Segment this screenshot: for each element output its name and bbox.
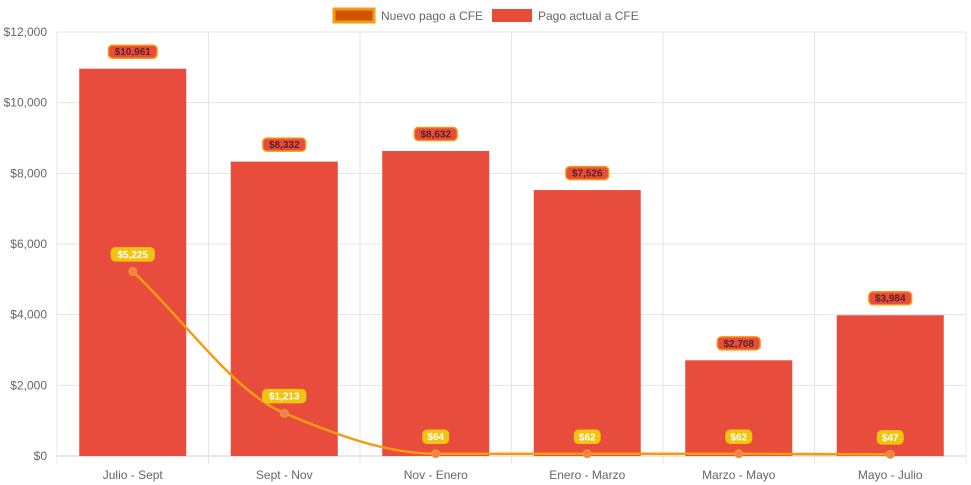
legend-label-pago-actual[interactable]: Pago actual a CFE bbox=[538, 9, 639, 23]
bar-value-label: $10,961 bbox=[115, 47, 152, 58]
line-point[interactable] bbox=[128, 266, 138, 276]
line-value-label: $5,225 bbox=[117, 250, 148, 261]
line-point[interactable] bbox=[431, 449, 441, 459]
bar-value-label-bg bbox=[413, 126, 458, 142]
bar-value-label-bg bbox=[262, 137, 307, 152]
legend: Nuevo pago a CFE Pago actual a CFE bbox=[332, 7, 639, 24]
grid bbox=[56, 31, 967, 464]
x-tick-label: Marzo - Mayo bbox=[702, 468, 776, 482]
bar-value-label: $8,632 bbox=[420, 130, 451, 141]
line-value-label-bg bbox=[725, 429, 753, 445]
bar[interactable] bbox=[230, 161, 338, 456]
bar-value-label-bg bbox=[565, 165, 610, 181]
bar[interactable] bbox=[79, 68, 187, 456]
line-value-label-bg bbox=[573, 429, 601, 445]
line-series bbox=[128, 266, 895, 459]
y-tick-label: $4,000 bbox=[10, 308, 47, 322]
line-value-label: $47 bbox=[882, 433, 899, 444]
data-labels: $10,961 $8,332 $8,632 $7,526 $2,708 $3,984 $5,… bbox=[107, 44, 913, 445]
line-point[interactable] bbox=[734, 449, 744, 459]
bar-value-label-bg bbox=[868, 290, 913, 306]
line-value-label-bg bbox=[110, 247, 155, 262]
legend-swatch-nuevo-pago[interactable] bbox=[332, 7, 376, 24]
x-tick-label: Mayo - Julio bbox=[858, 468, 923, 482]
line-point[interactable] bbox=[279, 408, 289, 418]
line-value-label: $62 bbox=[730, 432, 747, 443]
line-value-label-bg bbox=[422, 429, 450, 444]
y-tick-label: $6,000 bbox=[10, 237, 47, 251]
line-value-label-bg bbox=[876, 430, 904, 445]
bar-value-label-bg bbox=[716, 336, 761, 351]
line-value-label: $62 bbox=[579, 432, 596, 443]
bar-value-label-bg bbox=[107, 44, 158, 59]
x-tick-label: Nov - Enero bbox=[404, 468, 468, 482]
line-value-label: $1,213 bbox=[269, 392, 300, 403]
line-value-label-bg bbox=[262, 388, 307, 404]
bar-series bbox=[79, 68, 944, 456]
line-value-label: $64 bbox=[427, 432, 444, 443]
line-point[interactable] bbox=[582, 449, 592, 459]
legend-swatch-pago-actual[interactable] bbox=[492, 9, 532, 22]
y-tick-label: $2,000 bbox=[10, 378, 47, 392]
y-tick-label: $12,000 bbox=[4, 25, 48, 39]
x-tick-label: Enero - Marzo bbox=[549, 468, 625, 482]
bar-value-label: $3,984 bbox=[875, 294, 906, 305]
line-point[interactable] bbox=[885, 449, 895, 459]
x-tick-label: Sept - Nov bbox=[256, 468, 313, 482]
bar-value-label: $7,526 bbox=[572, 169, 603, 180]
y-tick-label: $0 bbox=[34, 449, 48, 463]
bar-value-label: $8,332 bbox=[269, 140, 300, 151]
x-tick-label: Julio - Sept bbox=[103, 468, 164, 482]
y-tick-label: $8,000 bbox=[10, 166, 47, 180]
y-tick-label: $10,000 bbox=[4, 96, 48, 110]
bar[interactable] bbox=[533, 190, 641, 456]
legend-label-nuevo-pago[interactable]: Nuevo pago a CFE bbox=[381, 9, 483, 23]
line-path bbox=[131, 270, 891, 456]
axes: $0 $2,000 $4,000 $6,000 $8,000 $10,000 $12,000… bbox=[4, 25, 923, 482]
bar-value-label: $2,708 bbox=[723, 339, 754, 350]
bar[interactable] bbox=[382, 151, 490, 456]
